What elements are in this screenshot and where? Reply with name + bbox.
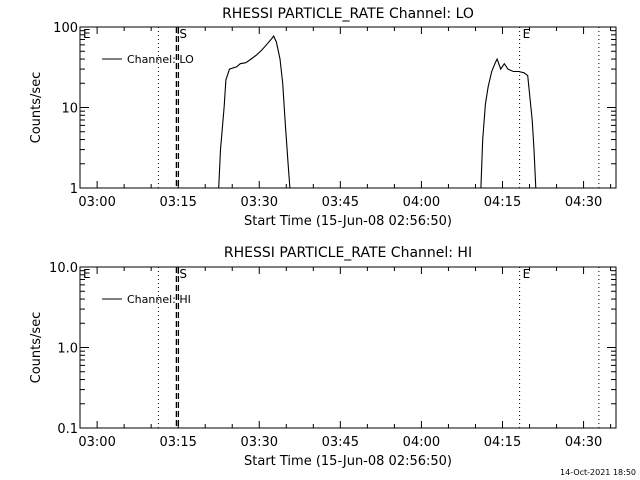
footer-timestamp: 14-Oct-2021 18:50 <box>560 468 636 477</box>
x-tick-label: 03:45 <box>322 435 359 450</box>
chart-title: RHESSI PARTICLE_RATE Channel: LO <box>222 6 474 22</box>
x-axis-label: Start Time (15-Jun-08 02:56:50) <box>244 214 452 229</box>
chart-title: RHESSI PARTICLE_RATE Channel: HI <box>224 245 472 261</box>
x-tick-label: 04:00 <box>403 435 440 450</box>
x-tick-label: 03:00 <box>78 195 115 210</box>
x-tick-label: 03:30 <box>241 195 278 210</box>
series-line-channel-lo <box>218 35 291 189</box>
x-tick-label: 04:15 <box>484 195 521 210</box>
legend-entry: Channel: LO <box>127 53 194 66</box>
y-axis-label: Counts/sec <box>29 312 44 384</box>
marker-label: E <box>83 27 91 41</box>
y-tick-label: 10 <box>61 102 78 117</box>
y-axis-label: Counts/sec <box>29 72 44 144</box>
series-line-channel-lo <box>480 57 537 189</box>
x-tick-label: 03:15 <box>159 435 196 450</box>
marker-label: E <box>523 267 531 281</box>
x-tick-label: 04:30 <box>565 195 602 210</box>
marker-label: E <box>83 267 91 281</box>
marker-label: E <box>523 27 531 41</box>
marker-label: S <box>179 267 187 281</box>
x-tick-label: 04:30 <box>565 435 602 450</box>
x-axis-label: Start Time (15-Jun-08 02:56:50) <box>244 454 452 469</box>
legend-entry: Channel: HI <box>127 293 191 306</box>
marker-label: S <box>179 27 187 41</box>
x-tick-label: 03:30 <box>241 435 278 450</box>
y-tick-label: 1 <box>70 182 78 197</box>
plot-frame <box>79 26 617 189</box>
plot-frame <box>79 266 617 429</box>
y-tick-label: 10.0 <box>49 261 78 276</box>
x-tick-label: 04:15 <box>484 435 521 450</box>
x-tick-label: 03:15 <box>159 195 196 210</box>
x-tick-label: 04:00 <box>403 195 440 210</box>
y-tick-label: 1.0 <box>57 342 78 357</box>
x-tick-label: 03:00 <box>78 435 115 450</box>
x-tick-label: 03:45 <box>322 195 359 210</box>
y-tick-label: 0.1 <box>57 422 78 437</box>
y-tick-label: 100 <box>53 21 78 36</box>
